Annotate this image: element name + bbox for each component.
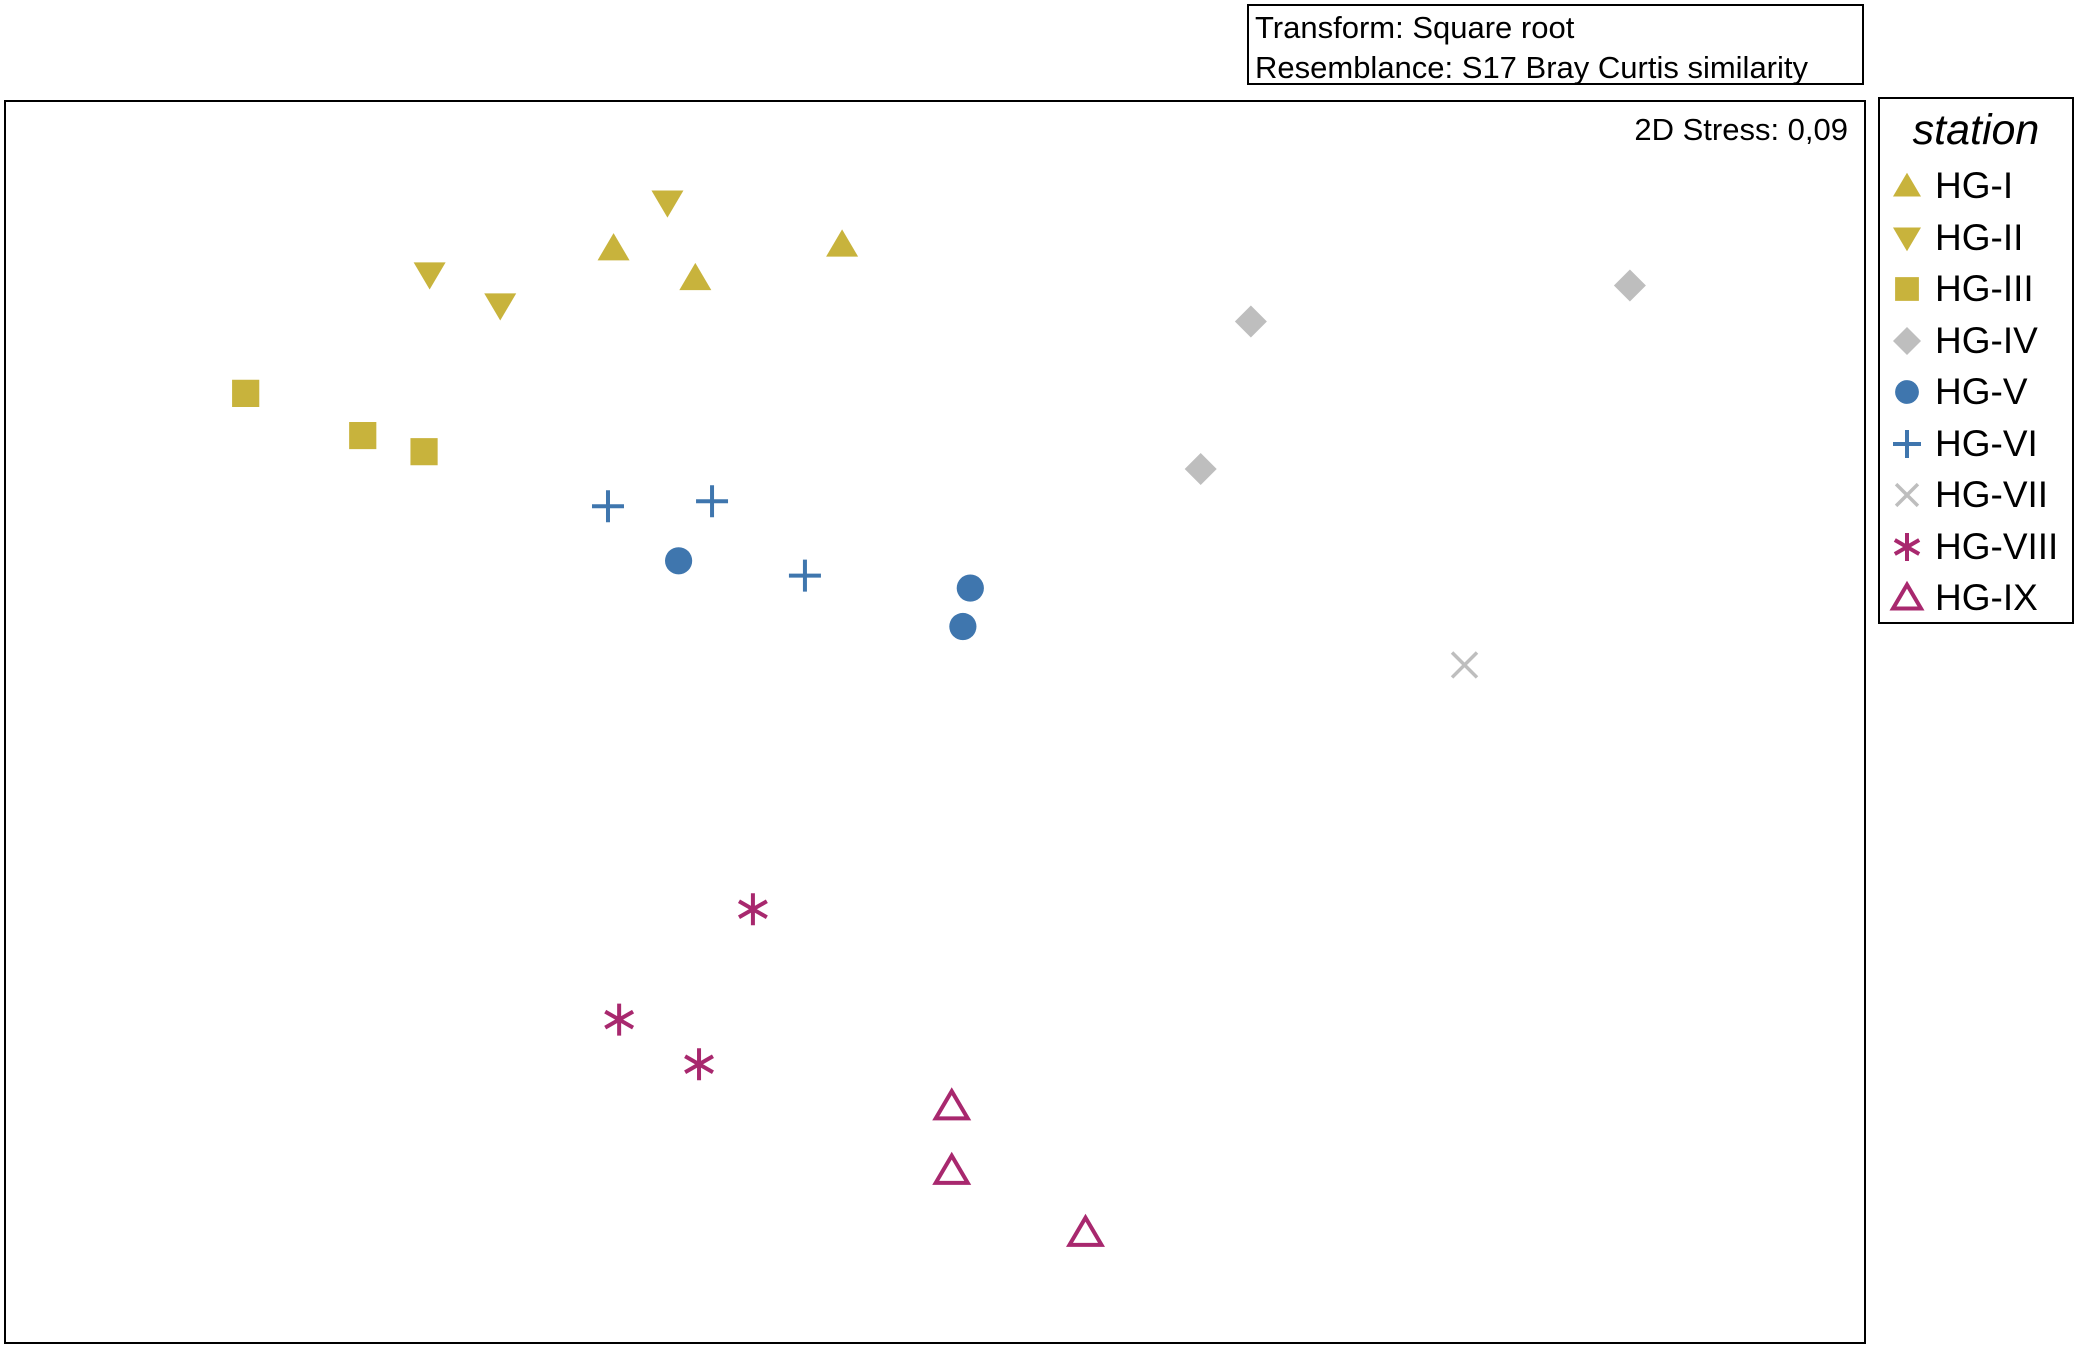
legend-marker-hg-iv <box>1893 326 1921 355</box>
point-hg-iii-3 <box>410 438 438 466</box>
point-hg-iii-1 <box>232 379 260 407</box>
point-hg-i-2 <box>679 262 712 291</box>
transform-label: Transform: Square root <box>1255 10 1575 45</box>
legend-marker-hg-ii <box>1893 227 1921 251</box>
legend-item-hg-viii: HG-VIII <box>1880 522 2072 572</box>
legend-marker-hg-vii <box>1894 482 1920 508</box>
legend-marker-hg-viii <box>1893 532 1921 561</box>
legend-label: HG-VII <box>1935 474 2049 515</box>
point-hg-ix-1 <box>932 1087 972 1121</box>
point-hg-ii-1 <box>651 190 684 218</box>
point-hg-vi-1 <box>591 490 624 523</box>
legend-marker-hg-vi <box>1893 429 1921 458</box>
scatter-plot <box>232 190 1646 1247</box>
point-hg-viii-3 <box>684 1048 714 1081</box>
legend-title: station <box>1912 106 2040 154</box>
legend-marker-hg-i <box>1893 172 1921 197</box>
info-box: Transform: Square root Resemblance: S17 … <box>1247 4 1864 85</box>
legend-item-hg-iii: HG-III <box>1880 264 2072 314</box>
point-hg-vi-3 <box>788 559 821 592</box>
legend-label: HG-VI <box>1935 422 2038 464</box>
legend-item-hg-ii: HG-II <box>1880 213 2072 263</box>
point-hg-iv-1 <box>1613 269 1646 302</box>
plot-area: 2D Stress: 0,09 <box>4 100 1866 1344</box>
point-hg-v-2 <box>956 574 984 602</box>
legend-label: HG-IX <box>1935 577 2038 618</box>
point-hg-i-1 <box>597 233 630 261</box>
legend-marker-hg-ix <box>1889 580 1925 611</box>
point-hg-v-3 <box>949 612 977 641</box>
legend-label: HG-VIII <box>1935 525 2059 567</box>
legend-item-hg-iv: HG-IV <box>1880 316 2072 366</box>
legend-marker-hg-v <box>1895 380 1919 404</box>
legend-item-hg-ix: HG-IX <box>1880 573 2072 623</box>
point-hg-iv-2 <box>1234 305 1267 338</box>
legend-item-hg-vi: HG-VI <box>1880 419 2072 469</box>
point-hg-iv-3 <box>1184 453 1217 486</box>
point-hg-viii-2 <box>604 1003 635 1036</box>
resemblance-label: Resemblance: S17 Bray Curtis similarity <box>1255 50 1809 85</box>
point-hg-iii-2 <box>349 421 377 450</box>
point-hg-ii-2 <box>413 262 446 290</box>
legend-item-hg-v: HG-V <box>1880 367 2072 417</box>
legend-item-hg-i: HG-I <box>1880 161 2072 211</box>
point-hg-ix-2 <box>932 1151 972 1185</box>
legend-label: HG-II <box>1935 216 2024 258</box>
legend-label: HG-IV <box>1935 319 2038 361</box>
legend-marker-hg-iii <box>1895 277 1919 301</box>
point-hg-viii-1 <box>737 893 768 926</box>
legend-label: HG-I <box>1935 165 2014 206</box>
point-hg-ii-3 <box>484 293 517 321</box>
point-hg-vii-1 <box>1450 651 1479 679</box>
legend-item-hg-vii: HG-VII <box>1880 470 2072 520</box>
point-hg-ix-3 <box>1066 1213 1105 1247</box>
point-hg-vi-2 <box>696 485 729 518</box>
legend: station HG-I HG-II HG-III HG-IV HG-V HG-VI HG-… <box>1878 97 2074 624</box>
stress-label: 2D Stress: 0,09 <box>1634 112 1848 147</box>
legend-label: HG-III <box>1935 268 2034 309</box>
legend-label: HG-V <box>1935 371 2028 412</box>
point-hg-v-1 <box>664 547 693 575</box>
point-hg-i-3 <box>826 229 859 257</box>
